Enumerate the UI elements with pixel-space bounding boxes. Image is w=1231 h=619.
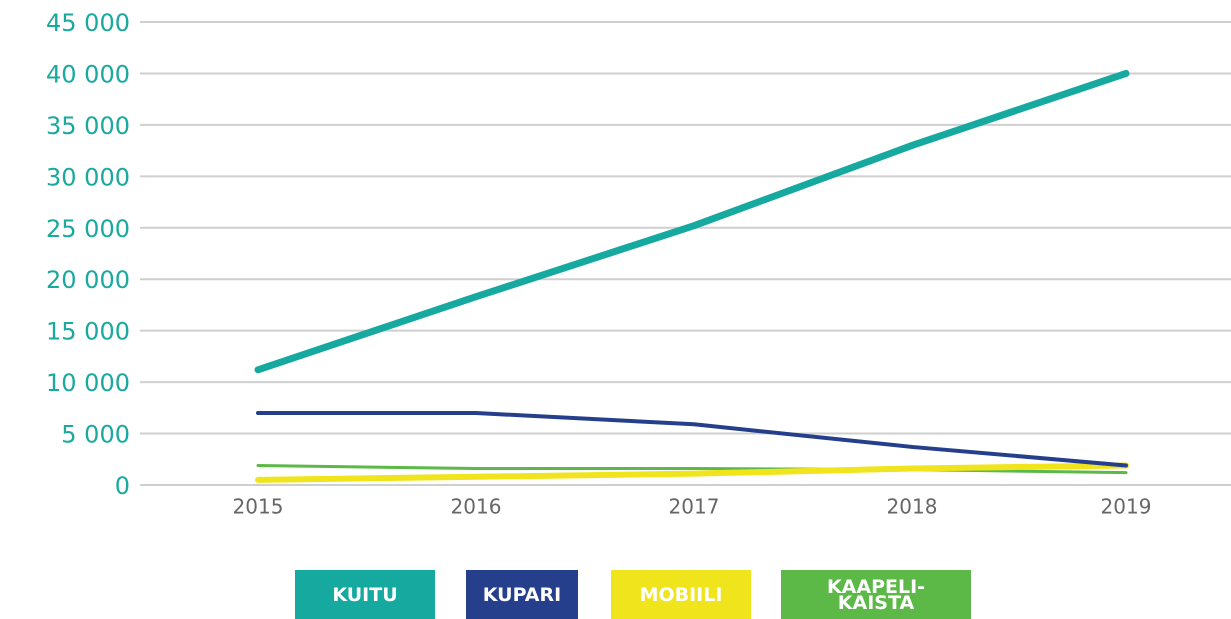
- series-line: [255, 462, 1129, 483]
- legend: KUITU KUPARI MOBIILI KAAPELI- KAISTA: [0, 570, 1231, 619]
- x-tick-label: 2018: [887, 495, 938, 519]
- x-tick-label: 2019: [1101, 495, 1152, 519]
- y-tick-label: 25 000: [46, 215, 130, 243]
- legend-entry: KUITU: [295, 570, 435, 619]
- y-tick-label: 10 000: [46, 369, 130, 397]
- x-tick-label: 2015: [233, 495, 284, 519]
- series-line: [256, 410, 1128, 468]
- legend-entry: MOBIILI: [611, 570, 751, 619]
- x-tick-label: 2016: [451, 495, 502, 519]
- legend-entry: KUPARI: [466, 570, 578, 619]
- y-tick-label: 40 000: [46, 60, 130, 88]
- y-tick-label: 0: [115, 472, 130, 500]
- x-tick-label: 2017: [669, 495, 720, 519]
- series-line: [256, 463, 1128, 475]
- y-tick-label: 20 000: [46, 266, 130, 294]
- legend-entry: KAAPELI- KAISTA: [781, 570, 971, 619]
- y-tick-label: 35 000: [46, 112, 130, 140]
- series-line: [254, 69, 1130, 374]
- y-tick-label: 45 000: [46, 9, 130, 37]
- y-tick-label: 30 000: [46, 163, 130, 191]
- y-tick-label: 5 000: [61, 421, 130, 449]
- y-tick-label: 15 000: [46, 318, 130, 346]
